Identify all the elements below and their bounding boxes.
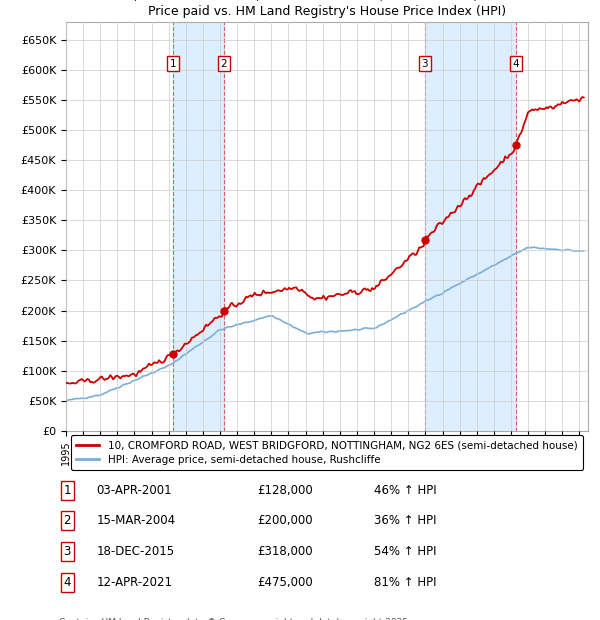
Text: 4: 4 xyxy=(512,59,519,69)
Bar xyxy=(425,22,516,431)
Text: £128,000: £128,000 xyxy=(257,484,313,497)
Text: £318,000: £318,000 xyxy=(257,545,313,558)
Text: 1: 1 xyxy=(64,484,71,497)
Text: Contains HM Land Registry data © Crown copyright and database right 2025.
This d: Contains HM Land Registry data © Crown c… xyxy=(59,618,411,620)
Text: 3: 3 xyxy=(422,59,428,69)
Title: 10, CROMFORD ROAD, WEST BRIDGFORD, NOTTINGHAM, NG2 6ES
Price paid vs. HM Land Re: 10, CROMFORD ROAD, WEST BRIDGFORD, NOTTI… xyxy=(118,0,536,18)
Legend: 10, CROMFORD ROAD, WEST BRIDGFORD, NOTTINGHAM, NG2 6ES (semi-detached house), HP: 10, CROMFORD ROAD, WEST BRIDGFORD, NOTTI… xyxy=(71,435,583,470)
Text: 2: 2 xyxy=(220,59,227,69)
Text: 81% ↑ HPI: 81% ↑ HPI xyxy=(374,575,437,588)
Text: 2: 2 xyxy=(64,515,71,527)
Text: 54% ↑ HPI: 54% ↑ HPI xyxy=(374,545,437,558)
Bar xyxy=(173,22,224,431)
Text: 4: 4 xyxy=(64,575,71,588)
Text: 36% ↑ HPI: 36% ↑ HPI xyxy=(374,515,437,527)
Text: £475,000: £475,000 xyxy=(257,575,313,588)
Text: 18-DEC-2015: 18-DEC-2015 xyxy=(97,545,175,558)
Text: £200,000: £200,000 xyxy=(257,515,313,527)
Text: 12-APR-2021: 12-APR-2021 xyxy=(97,575,173,588)
Text: 46% ↑ HPI: 46% ↑ HPI xyxy=(374,484,437,497)
Text: 03-APR-2001: 03-APR-2001 xyxy=(97,484,172,497)
Text: 3: 3 xyxy=(64,545,71,558)
Text: 15-MAR-2004: 15-MAR-2004 xyxy=(97,515,176,527)
Text: 1: 1 xyxy=(170,59,176,69)
